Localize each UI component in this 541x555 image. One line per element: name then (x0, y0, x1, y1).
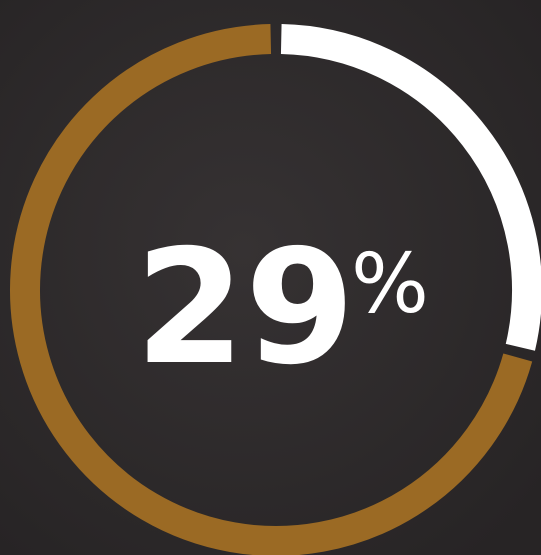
page: {"chart_data": {"type": "ring", "values"… (0, 0, 541, 555)
unit-label: % (351, 237, 429, 332)
value-label: 29 (135, 216, 355, 400)
chart: 29 % (0, 0, 541, 555)
